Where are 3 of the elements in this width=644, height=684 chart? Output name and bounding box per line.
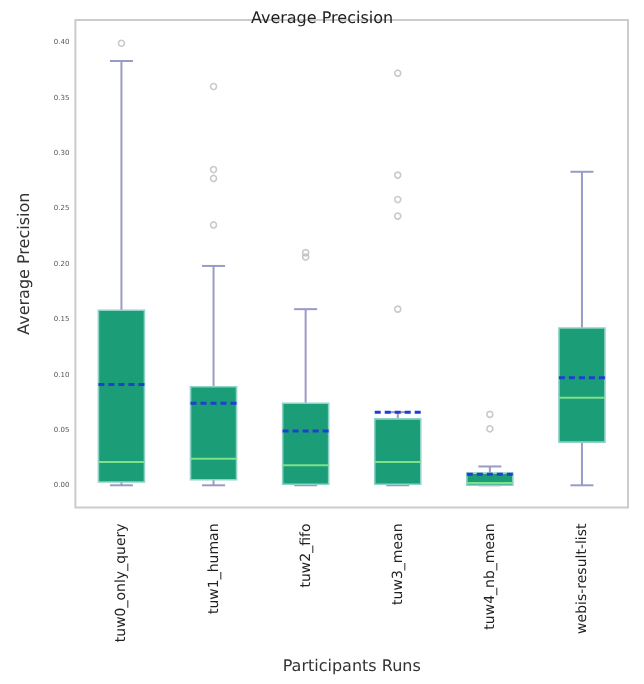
chart-title: Average Precision — [250, 9, 394, 27]
x-axis-title: Participants Runs — [282, 657, 421, 675]
y-axis-title: Average Precision — [15, 192, 33, 335]
